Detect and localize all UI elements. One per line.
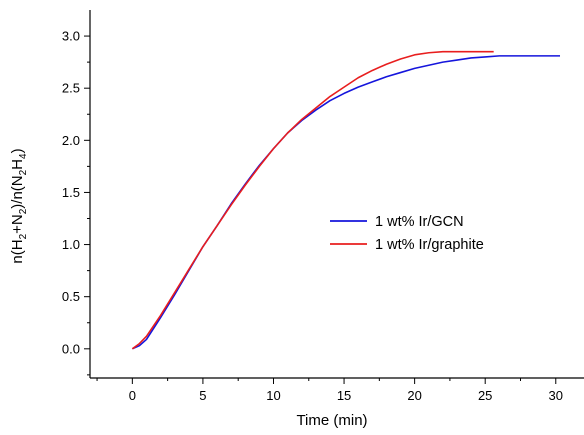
y-label-subscript: 2: [18, 233, 29, 239]
y-label-text: +N: [9, 214, 26, 234]
x-tick-label: 5: [199, 388, 206, 403]
x-tick-label: 30: [549, 388, 563, 403]
y-label-subscript: 4: [18, 153, 29, 159]
legend: 1 wt% Ir/GCN 1 wt% Ir/graphite: [330, 214, 484, 253]
series-line-2: [131, 50, 494, 350]
y-tick-label: 1.5: [62, 185, 80, 200]
y-label-text: H: [9, 159, 26, 170]
y-label-text: ): [9, 148, 26, 153]
y-tick-label: 3.0: [62, 29, 80, 44]
y-label-subscript: 2: [18, 169, 29, 175]
y-tick-label: 1.0: [62, 237, 80, 252]
ticks: 0 5 10 15 20 25 30 0.0 0.5 1.0 1.5 2.0 2.5 3.0: [62, 29, 563, 403]
x-tick-label: 0: [129, 388, 136, 403]
legend-label-1: 1 wt% Ir/GCN: [375, 214, 464, 230]
y-label-subscript: 2: [18, 208, 29, 214]
y-tick-label: 0.0: [62, 341, 80, 356]
y-label-text: )/n(N: [9, 175, 26, 208]
series-group: [131, 50, 561, 350]
y-axis-label: n(H2+N2)/n(N2H4): [9, 148, 29, 263]
y-tick-label: 2.0: [62, 133, 80, 148]
y-label-text: n(H: [9, 239, 26, 263]
x-tick-label: 20: [407, 388, 421, 403]
y-tick-label: 0.5: [62, 289, 80, 304]
series-line-1: [132, 55, 561, 350]
x-tick-label: 15: [337, 388, 351, 403]
x-tick-label: 25: [478, 388, 492, 403]
x-axis-label: Time (min): [296, 412, 367, 429]
axes: [89, 10, 584, 379]
legend-label-2: 1 wt% Ir/graphite: [375, 237, 484, 253]
x-tick-label: 10: [266, 388, 280, 403]
y-tick-label: 2.5: [62, 81, 80, 96]
